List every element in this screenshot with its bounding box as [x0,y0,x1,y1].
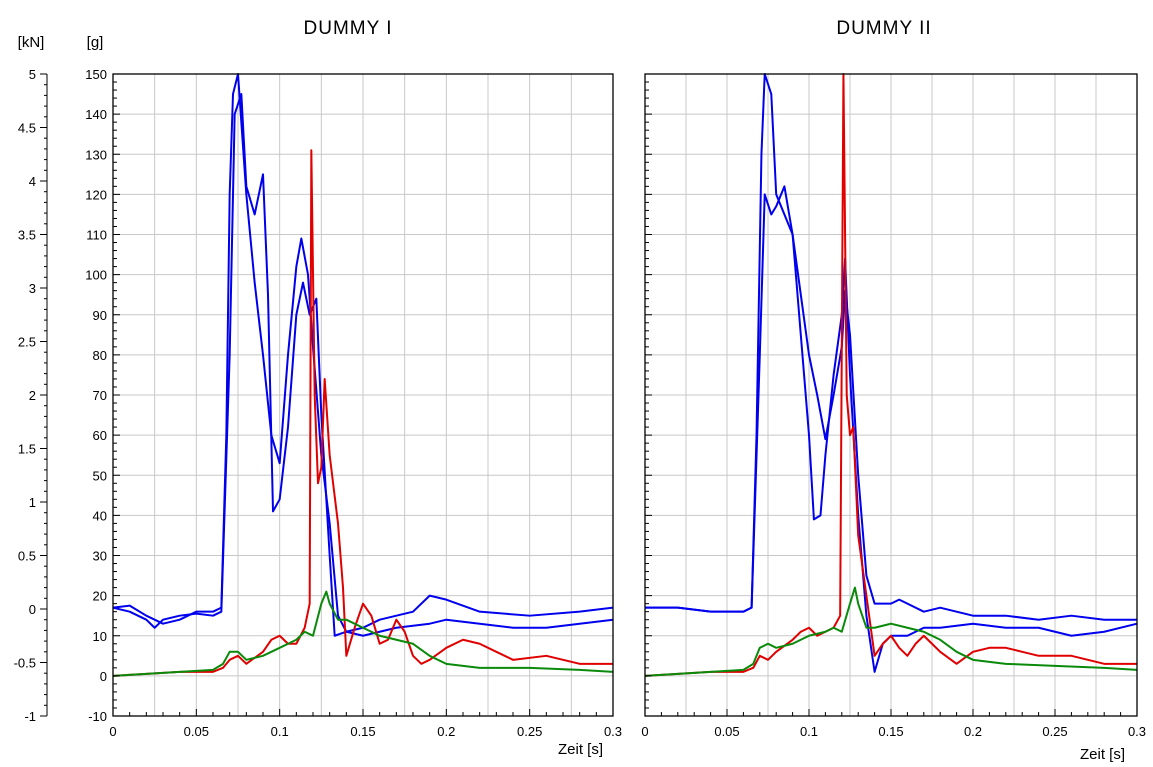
g-tick-label: 150 [85,67,107,82]
kN-tick-label: 1.5 [18,442,36,457]
x-tick-label: 0.3 [604,724,622,739]
chart-title-dummy-1: DUMMY I [304,18,393,39]
kN-tick-label: -1 [24,709,36,724]
g-tick-label: 130 [85,147,107,162]
x-tick-label: 0.05 [184,724,209,739]
g-tick-label: 50 [93,468,107,483]
kN-tick-label: 4.5 [18,121,36,136]
g-tick-label: 0 [100,669,107,684]
series-line [644,73,1137,677]
kN-tick-label: 2 [29,388,36,403]
plot-panel-dummy-2: 0 0.05 0.1 0.15 0.2 0.25 0.3 [641,73,1146,739]
plot-panel-dummy-1: -100102030405060708090100110120130140150… [85,67,622,739]
x-tick-label: 0.2 [964,724,982,739]
g-tick-label: 140 [85,107,107,122]
unit-label-g: [g] [87,34,104,51]
x-tick-label: 0.1 [800,724,818,739]
kN-tick-label: 1 [29,495,36,510]
x-tick-label: 0.1 [271,724,289,739]
g-tick-label: 120 [85,187,107,202]
g-tick-label: 80 [93,348,107,363]
x-tick-label: 0 [641,724,648,739]
series-line [112,149,613,677]
series-line [644,586,1138,677]
series-line [112,93,614,637]
g-tick-label: 10 [93,629,107,644]
g-tick-label: 40 [93,508,107,523]
g-tick-label: 30 [93,549,107,564]
x-tick-label: 0.25 [517,724,542,739]
kN-tick-label: 0 [29,602,36,617]
chart-title-dummy-2: DUMMY II [836,18,931,39]
x-axis-label-dummy-1: Zeit [s] [558,741,603,758]
g-tick-label: -10 [88,709,107,724]
kN-tick-label: 0.5 [18,549,36,564]
unit-label-kN: [kN] [18,34,45,51]
kN-tick-label: -0.5 [14,656,36,671]
series-line [112,590,614,677]
g-tick-label: 70 [93,388,107,403]
series-line [112,73,614,633]
x-tick-label: 0.25 [1042,724,1067,739]
kN-tick-label: 2.5 [18,335,36,350]
x-tick-label: 0 [109,724,116,739]
g-tick-label: 60 [93,428,107,443]
x-tick-label: 0.05 [714,724,739,739]
kN-tick-label: 3.5 [18,228,36,243]
kN-axis-ticks: -1 -0.5 0 0.5 1 1.5 2 2.5 3 3.5 4 4.5 5 [14,67,47,724]
g-tick-label: 110 [86,228,107,243]
g-tick-label: 20 [93,589,107,604]
x-tick-label: 0.15 [878,724,903,739]
x-tick-label: 0.3 [1128,724,1146,739]
kN-tick-label: 4 [29,174,36,189]
kN-tick-label: 3 [29,281,36,296]
x-axis-label-dummy-2: Zeit [s] [1080,746,1125,763]
g-tick-label: 90 [93,308,107,323]
x-tick-label: 0.2 [437,724,455,739]
series-line [645,73,1137,621]
x-tick-label: 0.15 [350,724,375,739]
g-tick-label: 100 [85,268,107,283]
kN-tick-label: 5 [29,67,36,82]
